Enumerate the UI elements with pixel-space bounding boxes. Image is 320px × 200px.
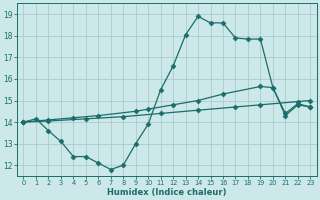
X-axis label: Humidex (Indice chaleur): Humidex (Indice chaleur) xyxy=(107,188,227,197)
